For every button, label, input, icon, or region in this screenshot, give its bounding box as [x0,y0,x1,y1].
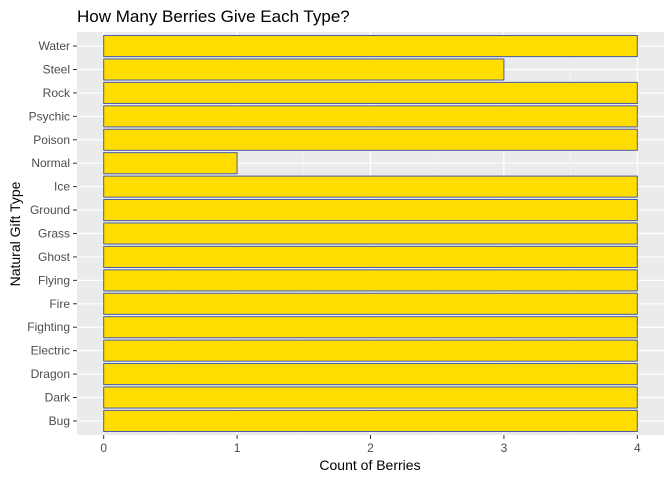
bar-ice [103,175,638,198]
y-tick-label: Fighting [27,320,70,334]
y-tick-label: Flying [38,273,70,287]
y-tick-label: Water [38,39,70,53]
y-tick-label: Electric [31,344,70,358]
y-tick-label: Dark [45,391,71,405]
y-tick-label: Ghost [38,250,71,264]
bar-ground [103,199,638,222]
x-tick-label: 2 [367,441,374,455]
bar-bug [103,409,638,432]
y-tick-label: Grass [38,227,70,241]
bar-dragon [103,363,638,386]
bar-water [103,35,638,58]
y-tick-label: Normal [31,156,70,170]
bar-steel [103,58,505,81]
x-tick-label: 0 [100,441,107,455]
bar-electric [103,339,638,362]
y-tick-label: Steel [43,62,70,76]
bar-normal [103,152,238,175]
bars [103,35,638,432]
y-tick-label: Rock [43,86,71,100]
bar-psychic [103,105,638,128]
x-tick-label: 4 [634,441,641,455]
bar-fighting [103,316,638,339]
bar-rock [103,81,638,104]
chart-title: How Many Berries Give Each Type? [77,7,350,26]
bar-grass [103,222,638,245]
bar-fire [103,292,638,315]
bar-poison [103,128,638,151]
y-tick-label: Poison [33,133,70,147]
y-axis-title: Natural Gift Type [7,181,23,286]
x-tick-label: 3 [501,441,508,455]
y-tick-label: Ice [54,180,70,194]
bar-dark [103,386,638,409]
x-axis: 0 1 2 3 4 [100,435,641,455]
y-tick-label: Fire [49,297,70,311]
bar-ghost [103,245,638,268]
y-tick-label: Psychic [29,109,70,123]
y-tick-label: Ground [30,203,70,217]
y-tick-label: Dragon [31,367,70,381]
x-tick-label: 1 [234,441,241,455]
y-axis: Bug Dark Dragon Electric Fighting Fire Flying G… [27,39,77,428]
x-axis-title: Count of Berries [319,457,420,473]
y-tick-label: Bug [49,414,70,428]
bar-flying [103,269,638,292]
